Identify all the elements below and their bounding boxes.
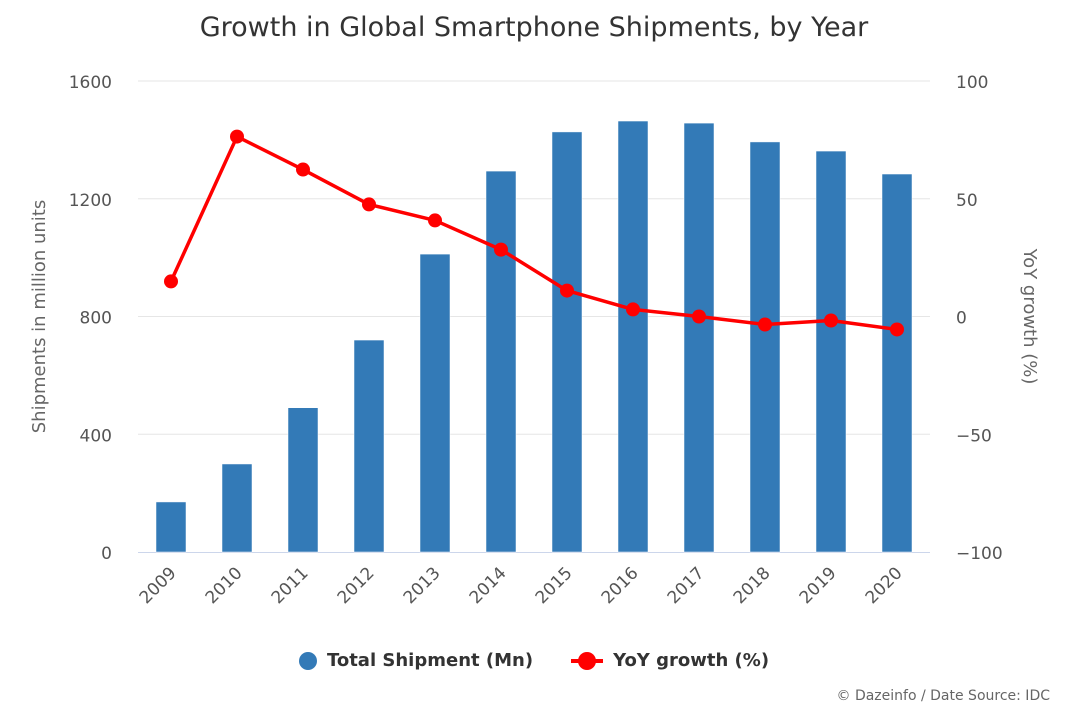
growth-point-2011 — [296, 162, 310, 177]
y-right-tick-label: 50 — [956, 191, 978, 211]
x-tick-label: 2012 — [334, 563, 379, 608]
y-tick-label: 1200 — [69, 191, 112, 211]
growth-point-2013 — [428, 213, 442, 228]
legend-item-shipments[interactable]: Total Shipment (Mn) — [298, 650, 534, 671]
bar-2013 — [419, 253, 451, 553]
bar-2010 — [221, 463, 253, 553]
y-tick-label: 800 — [80, 309, 112, 329]
y-tick-label: 400 — [80, 426, 112, 446]
legend: Total Shipment (Mn) YoY growth (%) — [0, 650, 1068, 671]
bar-2017 — [683, 122, 715, 553]
x-tick-label: 2018 — [730, 563, 775, 608]
y-tick-label: 1600 — [69, 73, 112, 93]
bar-2014 — [485, 170, 517, 553]
growth-point-2012 — [362, 197, 376, 212]
bar-2009 — [155, 501, 187, 553]
bar-2015 — [551, 131, 583, 553]
bar-2011 — [287, 407, 319, 553]
growth-point-2015 — [560, 283, 574, 298]
y-axis-title: Shipments in million units — [29, 200, 50, 434]
legend-label: Total Shipment (Mn) — [326, 650, 534, 671]
legend-bar-symbol — [298, 651, 317, 670]
growth-point-2016 — [626, 302, 640, 317]
y-right-tick-label: −50 — [956, 426, 992, 446]
x-tick-label: 2011 — [268, 563, 313, 608]
bar-2012 — [353, 339, 385, 553]
y-tick-label: 0 — [101, 544, 112, 564]
growth-point-2017 — [692, 309, 706, 324]
growth-point-2010 — [230, 129, 244, 144]
x-tick-label: 2019 — [796, 563, 841, 608]
y-right-tick-label: −100 — [956, 544, 1003, 564]
growth-point-2014 — [494, 242, 508, 257]
x-tick-label: 2016 — [598, 563, 643, 608]
bar-2020 — [881, 173, 913, 553]
bar-2016 — [617, 120, 649, 553]
legend-label: YoY growth (%) — [613, 650, 770, 671]
bar-2018 — [749, 141, 781, 553]
y-right-axis-title: YoY growth (%) — [1019, 248, 1040, 385]
growth-line — [169, 134, 898, 332]
x-tick-label: 2010 — [202, 563, 247, 608]
legend-line-symbol — [571, 651, 604, 670]
growth-point-2019 — [824, 313, 838, 328]
chart-title: Growth in Global Smartphone Shipments, b… — [199, 12, 869, 43]
legend-item-growth[interactable]: YoY growth (%) — [571, 650, 769, 671]
x-tick-label: 2009 — [136, 563, 181, 608]
x-tick-label: 2020 — [862, 563, 907, 608]
credit-text: © Dazeinfo / Date Source: IDC — [836, 688, 1051, 704]
y-right-tick-label: 100 — [956, 73, 988, 93]
growth-point-2009 — [164, 274, 178, 289]
y-right-tick-label: 0 — [956, 309, 967, 329]
x-tick-label: 2013 — [400, 563, 445, 608]
bar-2019 — [815, 150, 847, 553]
growth-point-2018 — [758, 317, 772, 332]
growth-point-2020 — [890, 322, 904, 337]
x-tick-label: 2017 — [664, 563, 709, 608]
x-tick-label: 2015 — [532, 563, 577, 608]
x-tick-label: 2014 — [466, 563, 511, 608]
